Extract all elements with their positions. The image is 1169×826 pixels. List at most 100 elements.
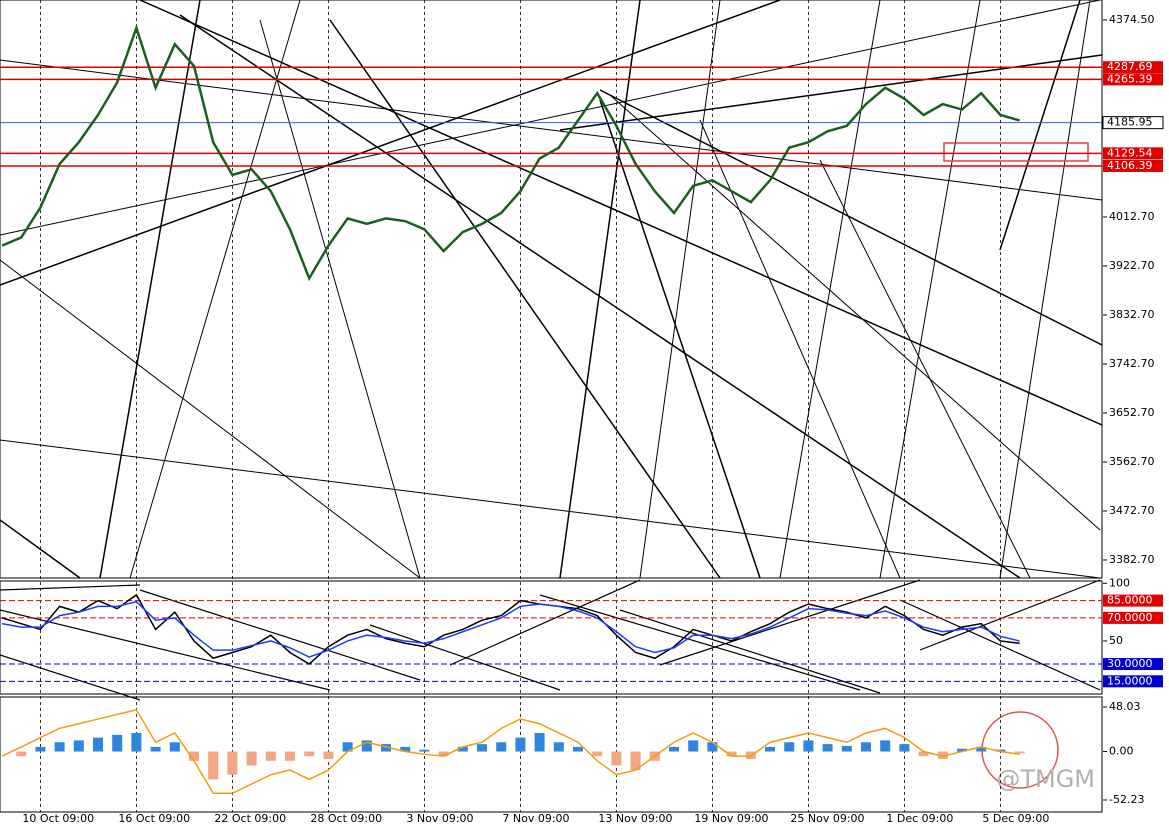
histogram-bar (131, 732, 142, 752)
histogram-bar (707, 742, 718, 752)
histogram-bar (16, 751, 27, 757)
histogram-bar (477, 744, 487, 752)
x-tick-label: 28 Oct 09:00 (310, 812, 382, 825)
x-tick-label: 3 Nov 09:00 (406, 812, 473, 825)
y-tick-label: 50 (1109, 634, 1123, 647)
histogram-bar (112, 734, 123, 752)
histogram-bar (73, 740, 84, 752)
level-label: 15.0000 (1107, 674, 1153, 687)
trend-line (659, 579, 921, 666)
histogram-bar (803, 740, 814, 752)
histogram-bar (323, 751, 334, 759)
y-tick-label: 3562.70 (1109, 455, 1155, 468)
trend-line (539, 594, 861, 691)
trend-line (139, 589, 421, 681)
x-tick-label: 10 Oct 09:00 (22, 812, 94, 825)
histogram-bar (54, 742, 65, 752)
y-tick-label: 0.00 (1109, 745, 1134, 758)
histogram-bar (496, 742, 507, 752)
histogram-bar (918, 751, 929, 757)
trend-line (639, 0, 721, 579)
histogram-bar (995, 749, 1006, 752)
level-tag (1103, 73, 1163, 86)
x-tick-label: 19 Nov 09:00 (694, 812, 768, 825)
histogram-bar (438, 751, 449, 757)
histogram-bar (169, 742, 180, 752)
level-tag (1103, 611, 1163, 624)
trend-line (0, 59, 1103, 201)
y-tick-label: -52.23 (1109, 793, 1144, 806)
histogram-bar (841, 745, 852, 752)
trend-line (369, 624, 561, 691)
histogram-bar (265, 751, 276, 761)
trend-line (129, 0, 301, 579)
level-label: 4287.69 (1107, 60, 1153, 73)
zone-box (943, 142, 1089, 162)
histogram-bar (957, 748, 967, 752)
histogram-bar (150, 746, 161, 752)
level-label: 30.0000 (1107, 657, 1153, 670)
trend-line (0, 0, 1101, 236)
histogram-bar (1014, 751, 1025, 754)
x-tick-label: 13 Nov 09:00 (598, 812, 672, 825)
trend-line (0, 439, 1101, 579)
histogram-bar (726, 751, 737, 757)
y-tick-label: 4012.70 (1109, 210, 1155, 223)
trend-line (449, 579, 641, 666)
watermark: @TMGM (996, 765, 1095, 793)
histogram-bar (861, 742, 871, 752)
y-tick-label: 48.03 (1109, 700, 1141, 713)
trend-line (259, 19, 421, 579)
series-line (1, 23, 1020, 282)
histogram-bar (208, 751, 219, 780)
histogram-bar (899, 744, 910, 752)
trend-line (179, 14, 1021, 579)
trend-line (599, 89, 1103, 346)
histogram-bar (822, 744, 833, 752)
trend-line (999, 0, 1081, 251)
level-label: 4265.39 (1107, 72, 1153, 85)
trend-lines (0, 0, 1103, 701)
histogram-bar (611, 751, 622, 766)
trend-line (879, 0, 981, 579)
histogram-bar (227, 751, 238, 775)
histogram-bar (592, 751, 603, 757)
main-panel (0, 0, 1103, 579)
trend-line (819, 159, 1031, 579)
histogram-bar (534, 732, 545, 752)
histogram-bar (381, 744, 391, 752)
level-tag (1103, 675, 1163, 688)
trend-line (559, 0, 641, 579)
histogram-bar (246, 751, 257, 766)
level-tag (1102, 116, 1164, 130)
level-label: 70.0000 (1107, 611, 1153, 624)
level-tag (1103, 658, 1163, 671)
level-tag (1103, 594, 1163, 607)
histogram-bar (880, 740, 891, 752)
y-tick-label: 3922.70 (1109, 259, 1155, 272)
x-tick-label: 5 Dec 09:00 (982, 812, 1049, 825)
level-tag (1103, 159, 1163, 172)
trend-line (0, 654, 141, 701)
histogram-bar (669, 746, 679, 752)
histogram-bar (342, 742, 353, 752)
trend-line (0, 584, 141, 591)
histogram-bar (976, 746, 987, 752)
histogram-bar (400, 746, 411, 752)
y-tick-label: 3472.70 (1109, 504, 1155, 517)
histogram-bar (937, 751, 948, 759)
y-tick-label: 100 (1109, 576, 1130, 589)
trend-line (0, 0, 781, 286)
trend-line (0, 259, 421, 579)
level-tag (1103, 61, 1163, 74)
x-tick-label: 16 Oct 09:00 (118, 812, 190, 825)
oscillator-panel (0, 580, 1103, 695)
histogram-bar (361, 740, 372, 752)
trend-line (139, 0, 1103, 426)
trend-line (919, 579, 1101, 651)
histogram-bar (285, 751, 295, 761)
histogram-bar (553, 742, 564, 752)
